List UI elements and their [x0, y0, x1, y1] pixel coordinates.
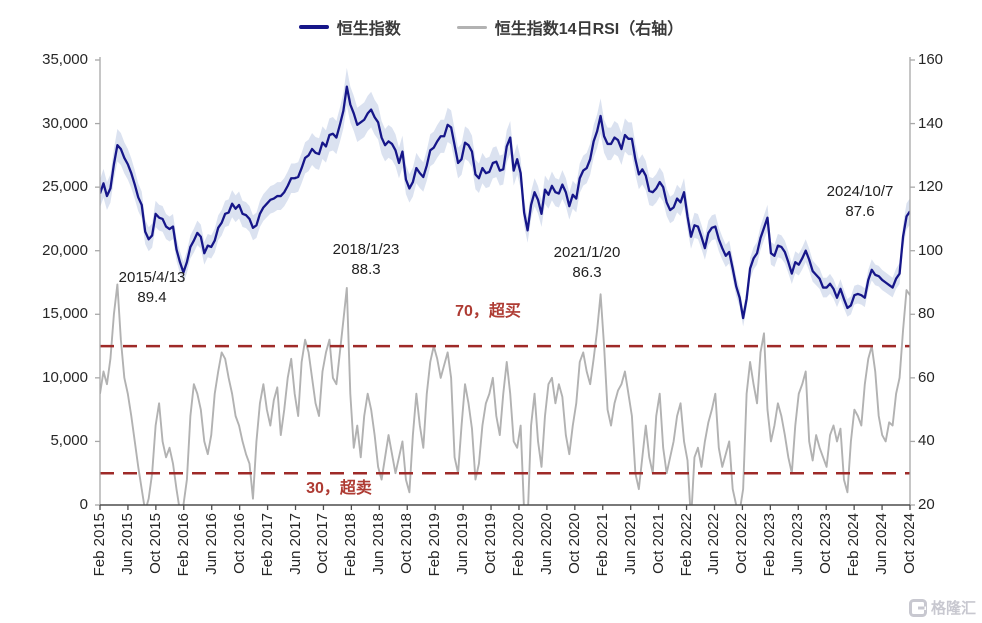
- x-axis-tick-label: Jun 2023: [789, 513, 807, 575]
- annotation-value: 89.4: [137, 289, 167, 306]
- right-axis-tick: 60: [918, 368, 935, 386]
- annotation-value: 88.3: [351, 261, 381, 278]
- x-axis-tick-label: Oct 2016: [230, 513, 248, 574]
- x-axis-tick-label: Jun 2017: [286, 513, 304, 575]
- right-axis-tick: 20: [918, 496, 935, 513]
- x-axis-tick-label: Oct 2024: [901, 513, 918, 574]
- x-axis-tick-label: Jun 2020: [537, 513, 555, 575]
- x-axis-tick-label: Jun 2018: [370, 513, 388, 575]
- rsi-line-swatch-icon: [456, 25, 487, 29]
- annotation-2018-peak: 2018/1/23 88.3: [333, 240, 400, 280]
- legend-item-rsi: 恒生指数14日RSI（右轴）: [456, 15, 684, 39]
- x-axis-tick-label: Oct 2021: [649, 513, 667, 574]
- x-axis-tick-label: Jun 2015: [118, 513, 136, 575]
- x-axis-tick-label: Oct 2017: [314, 513, 332, 574]
- left-axis-tick: 15,000: [42, 305, 88, 323]
- x-axis-tick-label: Jun 2016: [202, 513, 220, 575]
- left-axis-tick: 0: [79, 496, 88, 513]
- x-axis-tick-label: Feb 2019: [426, 513, 444, 577]
- right-axis-tick: 120: [918, 178, 944, 196]
- watermark-text: 格隆汇: [930, 600, 976, 617]
- gelonghui-logo-icon: [908, 598, 927, 617]
- x-axis-tick-label: Feb 2016: [174, 513, 192, 577]
- x-axis-tick-label: Oct 2019: [482, 513, 500, 574]
- annotation-date: 2015/4/13: [118, 269, 186, 286]
- oversold-label: 30，超卖: [306, 480, 372, 497]
- annotation-value: 87.6: [845, 203, 875, 220]
- x-axis-tick-label: Oct 2018: [398, 513, 416, 574]
- x-axis-tick-label: Feb 2022: [677, 513, 695, 577]
- left-axis-tick: 35,000: [42, 51, 88, 68]
- annotation-date: 2018/1/23: [332, 241, 400, 258]
- left-axis-tick: 20,000: [42, 241, 88, 259]
- legend-item-hsi: 恒生指数: [298, 15, 401, 39]
- x-axis-tick-label: Jun 2019: [454, 513, 472, 575]
- right-axis-tick: 140: [918, 114, 944, 132]
- annotation-2015-peak: 2015/4/13 89.4: [119, 268, 186, 308]
- left-axis-tick: 25,000: [42, 178, 88, 196]
- gelonghui-watermark: 格隆汇: [908, 597, 976, 618]
- x-axis-tick-label: Oct 2015: [146, 513, 164, 574]
- x-axis-tick-label: Feb 2020: [509, 513, 527, 577]
- x-axis-tick-label: Feb 2017: [258, 513, 276, 577]
- x-axis-tick-label: Feb 2018: [342, 513, 360, 577]
- annotation-date: 2024/10/7: [826, 183, 894, 200]
- right-axis-tick: 100: [918, 241, 944, 259]
- overbought-label: 70，超买: [455, 303, 521, 320]
- legend-label-rsi: 恒生指数14日RSI（右轴）: [494, 21, 684, 38]
- x-axis-tick-label: Oct 2023: [817, 513, 835, 574]
- hsi-line-swatch-icon: [298, 25, 329, 29]
- right-axis-tick: 40: [918, 432, 935, 450]
- left-axis-tick: 10,000: [42, 368, 88, 386]
- x-axis-tick-label: Feb 2023: [761, 513, 779, 577]
- right-axis-tick: 160: [918, 51, 944, 68]
- x-axis-tick-label: Feb 2015: [91, 513, 108, 577]
- annotation-date: 2021/1/20: [553, 244, 621, 261]
- x-axis-tick-label: Oct 2022: [733, 513, 751, 574]
- right-axis-tick: 80: [918, 305, 935, 323]
- x-axis-tick-label: Jun 2024: [873, 513, 891, 575]
- x-axis-tick-label: Jun 2021: [621, 513, 639, 575]
- x-axis-tick-label: Oct 2020: [565, 513, 583, 574]
- left-axis-tick: 30,000: [42, 114, 88, 132]
- legend-label-hsi: 恒生指数: [336, 21, 401, 38]
- annotation-2021-peak: 2021/1/20 86.3: [554, 243, 621, 283]
- legend: 恒生指数 恒生指数14日RSI（右轴）: [0, 14, 982, 40]
- x-axis-tick-label: Feb 2024: [845, 513, 863, 577]
- left-axis-tick: 5,000: [50, 432, 88, 450]
- annotation-value: 86.3: [572, 264, 602, 281]
- x-axis-tick-label: Jun 2022: [705, 513, 723, 575]
- annotation-2024-peak: 2024/10/7 87.6: [827, 182, 894, 222]
- x-axis-tick-label: Feb 2021: [593, 513, 611, 577]
